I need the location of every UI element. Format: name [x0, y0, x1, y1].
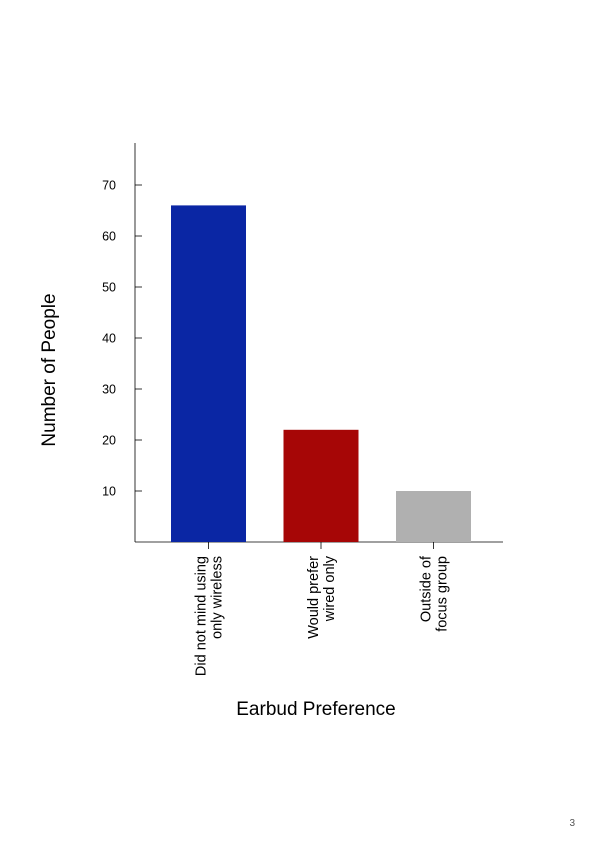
chart-bars: [171, 205, 471, 542]
y-tick-label: 30: [102, 383, 116, 397]
x-tick-labels: Did not mind using only wireless Would pre…: [194, 555, 451, 676]
y-tick-labels: 10 20 30 40 50 60 70: [102, 179, 116, 499]
x-tick-label-line: wired only: [322, 555, 338, 622]
x-axis-label: Earbud Preference: [236, 699, 396, 720]
y-tick-label: 70: [102, 179, 116, 193]
x-tick-label: Outside of focus group: [419, 555, 451, 632]
bar: [396, 491, 471, 542]
page-number: 3: [569, 818, 575, 829]
y-tick-label: 40: [102, 332, 116, 346]
x-tick-label: Would prefer wired only: [306, 555, 338, 638]
bar: [171, 205, 246, 542]
bar: [283, 429, 359, 542]
x-tick-label-line: Outside of: [419, 555, 435, 622]
x-tick-label-line: focus group: [435, 556, 451, 632]
y-tick-label: 50: [102, 281, 116, 295]
y-axis-label: Number of People: [39, 293, 60, 446]
x-tick-label-line: Would prefer: [306, 556, 322, 639]
y-tick-label: 20: [102, 434, 116, 448]
x-tick-label-line: Did not mind using: [194, 556, 210, 676]
x-tick-label-line: only wireless: [210, 556, 226, 639]
y-tick-label: 10: [102, 485, 116, 499]
y-tick-label: 60: [102, 230, 116, 244]
x-tick-label: Did not mind using only wireless: [194, 556, 226, 676]
